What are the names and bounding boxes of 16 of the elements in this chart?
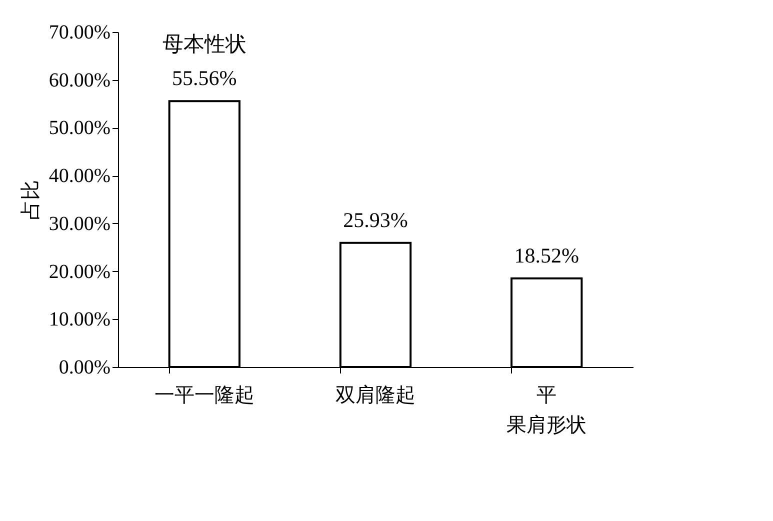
- data-label: 18.52%: [514, 243, 579, 268]
- y-tick-label: 10.00%: [48, 308, 110, 331]
- y-axis-title: 占比: [20, 180, 42, 220]
- x-tick-label: 平果肩形状: [506, 384, 587, 436]
- y-tick-label: 60.00%: [48, 69, 110, 92]
- data-label: 25.93%: [343, 208, 408, 232]
- y-tick-label: 0.00%: [58, 356, 110, 378]
- y-tick-label: 40.00%: [48, 165, 110, 188]
- x-tick-label: 双肩隆起: [336, 384, 416, 406]
- data-label: 55.56%: [172, 66, 237, 90]
- y-tick-label: 30.00%: [48, 212, 110, 235]
- y-tick-label: 70.00%: [48, 22, 110, 44]
- annotation: 母本性状: [162, 32, 246, 56]
- x-tick-label: 一平一隆起: [154, 384, 254, 406]
- y-tick-label: 50.00%: [48, 117, 110, 140]
- y-tick-label: 20.00%: [48, 260, 110, 283]
